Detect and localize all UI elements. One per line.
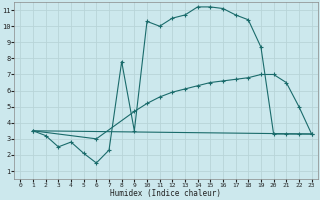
X-axis label: Humidex (Indice chaleur): Humidex (Indice chaleur) bbox=[110, 189, 221, 198]
